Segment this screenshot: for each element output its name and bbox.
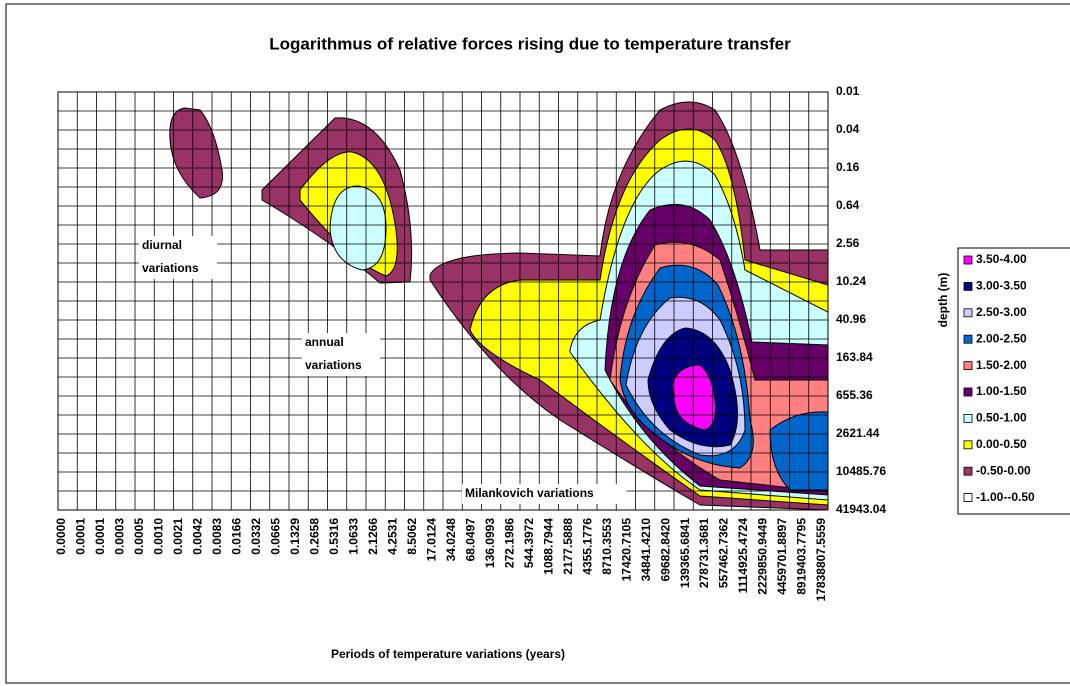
x-tick-label: 34.0248 [444,518,458,562]
y-tick-label: 10.24 [836,274,866,288]
x-tick-label: 0.0665 [269,518,283,555]
y-tick-label: 655.36 [836,388,873,402]
y-tick-label: 0.01 [836,84,860,98]
x-tick-label: 0.0021 [171,518,185,555]
x-tick-label: 69682.8420 [658,518,672,582]
legend-swatch [963,440,973,450]
x-tick-label: 0.0001 [93,518,107,555]
legend-label: 3.00-3.50 [976,279,1027,293]
x-tick-label: 278731.3681 [697,518,711,588]
y-tick-label: 10485.76 [836,464,886,478]
x-tick-label: 0.0001 [74,518,88,555]
x-tick-label: 1.0633 [346,518,360,555]
y-tick-label: 0.16 [836,160,860,174]
x-tick-label: 544.3972 [522,518,536,568]
legend-swatch [963,413,973,423]
legend-label: 0.50-1.00 [976,411,1027,425]
x-tick-label: 0.5316 [327,518,341,555]
legend-box [957,247,1070,515]
x-tick-label: 0.0166 [230,518,244,555]
x-tick-label: 0.0042 [191,518,205,555]
x-tick-label: 2229850.9449 [756,518,770,595]
annotation-background [302,333,380,376]
legend-label: 1.00-1.50 [976,384,1027,398]
x-tick-label: 68.0497 [463,518,477,562]
legend-swatch [963,361,973,371]
legend-label: -1.00--0.50 [976,490,1035,504]
legend-swatch [963,387,973,397]
annotation: variations [305,358,362,372]
contour-region [169,107,224,199]
x-tick-label: 0.0000 [54,518,68,555]
x-tick-label: 0.0332 [249,518,263,555]
plot-area [57,91,829,511]
y-tick-label: 2621.44 [836,426,880,440]
legend-swatch [963,255,973,265]
x-tick-label: 0.1329 [288,518,302,555]
legend-label: -0.50-0.00 [976,463,1031,477]
x-tick-label: 0.0005 [132,518,146,555]
x-tick-label: 34841.4210 [639,518,653,582]
legend-label: 1.50-2.00 [976,358,1027,372]
x-tick-label: 0.2658 [308,518,322,555]
x-tick-label: 17838807.5559 [814,518,828,602]
x-tick-label: 1114925.4724 [736,518,750,594]
x-tick-label: 2177.5888 [561,518,575,575]
x-tick-label: 557462.7362 [717,518,731,588]
legend-swatch [963,281,973,291]
plot-border [57,91,829,511]
x-tick-label: 0.0083 [210,518,224,555]
x-tick-label: 8.5062 [405,518,419,555]
x-tick-label: 17.0124 [424,518,438,562]
x-axis-title: Periods of temperature variations (years… [331,647,565,661]
chart-title: Logarithmus of relative forces rising du… [269,34,791,53]
y-tick-label: 163.84 [836,350,873,364]
annotation: Milankovich variations [465,486,594,500]
y-tick-label: 0.64 [836,198,860,212]
legend-label: 2.50-3.00 [976,305,1027,319]
annotation-background [462,484,627,504]
x-tick-label: 4459701.8897 [775,518,789,595]
legend-swatch [963,466,973,476]
y-tick-label: 0.04 [836,122,860,136]
y-axis-title: depth (m) [936,273,950,328]
y-tick-label: 41943.04 [836,502,886,516]
y-tick-label: 2.56 [836,236,860,250]
x-tick-label: 4355.1776 [580,518,594,575]
x-tick-label: 0.0010 [152,518,166,555]
legend-swatch [963,308,973,318]
annotation: annual [305,335,344,349]
legend-label: 0.00-0.50 [976,437,1027,451]
legend-swatch [963,493,973,503]
annotation-background [139,236,217,279]
legend-swatch [963,334,973,344]
x-tick-label: 1088.7944 [541,518,555,575]
y-tick-label: 40.96 [836,312,866,326]
x-tick-label: 136.0993 [483,518,497,568]
annotation: diurnal [142,238,182,252]
legend-label: 3.50-4.00 [976,252,1027,266]
x-tick-label: 4.2531 [385,518,399,555]
annotation: variations [142,261,199,275]
x-tick-label: 139365.6841 [678,518,692,588]
x-tick-label: 272.1986 [502,518,516,568]
x-tick-label: 0.0003 [113,518,127,555]
x-tick-label: 8710.3553 [600,518,614,575]
x-tick-label: 17420.7105 [619,518,633,582]
x-tick-label: 2.1266 [366,518,380,555]
x-tick-label: 8919403.7795 [795,518,809,595]
legend-label: 2.00-2.50 [976,331,1027,345]
contour-region [671,364,716,431]
